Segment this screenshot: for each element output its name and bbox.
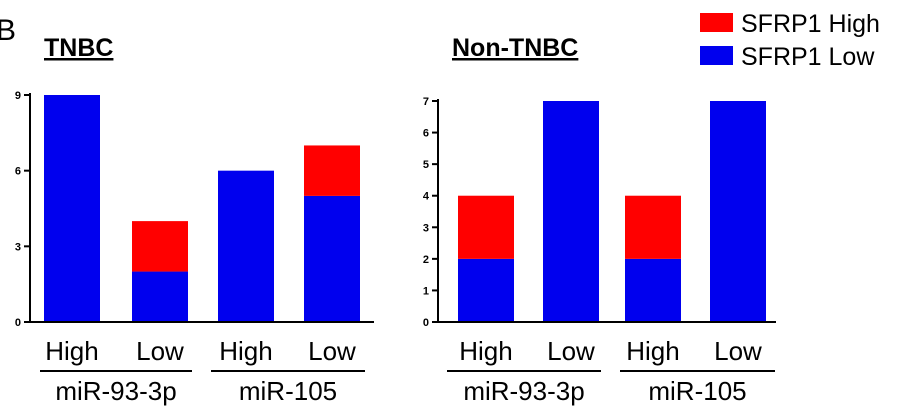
tnbc-group-label-mir-93-3p: miR-93-3p xyxy=(55,376,176,406)
non-tnbc-y-tick-label: 7 xyxy=(423,96,429,108)
non-tnbc-y-tick-label: 5 xyxy=(423,159,429,171)
non-tnbc-y-tick-label: 6 xyxy=(423,128,429,140)
non-tnbc-bar-high-2-sfrp1-low xyxy=(625,258,681,322)
non-tnbc-y-tick-label: 1 xyxy=(423,285,429,297)
non-tnbc-category-label: High xyxy=(459,336,512,366)
non-tnbc-y-tick-label: 0 xyxy=(423,317,429,329)
non-tnbc-y-tick-label: 2 xyxy=(423,254,429,266)
tnbc-y-tick-label: 3 xyxy=(15,241,21,253)
non-tnbc-group-label-mir-93-3p: miR-93-3p xyxy=(463,376,584,406)
tnbc-group-label-mir-105: miR-105 xyxy=(239,376,337,406)
tnbc-chart: TNBC 0 3 6 9 High Low High Low miR-93-3p miR-105 xyxy=(15,34,374,406)
tnbc-axes: 0 3 6 9 xyxy=(15,90,374,329)
legend-swatch-sfrp1-low xyxy=(700,46,733,65)
tnbc-bar-high-2-sfrp1-low xyxy=(218,170,274,322)
tnbc-bar-low-1-sfrp1-high xyxy=(132,221,188,272)
non-tnbc-bar-high-0-sfrp1-low xyxy=(458,258,514,322)
tnbc-bar-low-1-sfrp1-low xyxy=(132,271,188,322)
tnbc-category-label: Low xyxy=(308,336,356,366)
non-tnbc-category-label: Low xyxy=(714,336,762,366)
tnbc-bar-low-3-sfrp1-high xyxy=(304,145,360,196)
non-tnbc-bar-high-2-sfrp1-high xyxy=(625,195,681,259)
non-tnbc-chart: Non-TNBC 0 1 2 3 4 5 6 7 High Low High Low miR-93-3… xyxy=(423,34,776,406)
legend-label-sfrp1-high: SFRP1 High xyxy=(741,10,880,38)
non-tnbc-category-label: High xyxy=(626,336,679,366)
non-tnbc-y-tick-label: 3 xyxy=(423,222,429,234)
tnbc-category-label: Low xyxy=(136,336,184,366)
tnbc-labels: High Low High Low miR-93-3p miR-105 xyxy=(40,336,365,406)
non-tnbc-bar-low-1-sfrp1-low xyxy=(543,101,599,322)
legend-label-sfrp1-low: SFRP1 Low xyxy=(741,43,875,71)
non-tnbc-bar-low-3-sfrp1-low xyxy=(710,101,766,322)
legend-swatch-sfrp1-high xyxy=(700,13,733,32)
tnbc-category-label: High xyxy=(219,336,272,366)
non-tnbc-chart-title: Non-TNBC xyxy=(452,34,578,62)
non-tnbc-axes: 0 1 2 3 4 5 6 7 xyxy=(423,96,776,329)
tnbc-y-tick-label: 0 xyxy=(15,317,21,329)
tnbc-y-tick-label: 9 xyxy=(15,90,21,102)
non-tnbc-category-label: Low xyxy=(547,336,595,366)
tnbc-chart-title: TNBC xyxy=(44,34,113,62)
non-tnbc-group-label-mir-105: miR-105 xyxy=(648,376,746,406)
non-tnbc-y-tick-label: 4 xyxy=(423,191,430,203)
non-tnbc-labels: High Low High Low miR-93-3p miR-105 xyxy=(447,336,775,406)
tnbc-bar-high-0-sfrp1-low xyxy=(44,95,100,322)
tnbc-y-tick-label: 6 xyxy=(15,166,21,178)
non-tnbc-bars xyxy=(458,101,766,322)
tnbc-category-label: High xyxy=(45,336,98,366)
panel-letter: B xyxy=(0,14,16,47)
legend: SFRP1 High SFRP1 Low xyxy=(700,10,880,71)
non-tnbc-bar-high-0-sfrp1-high xyxy=(458,195,514,259)
tnbc-bars xyxy=(44,95,360,322)
tnbc-bar-low-3-sfrp1-low xyxy=(304,195,360,322)
